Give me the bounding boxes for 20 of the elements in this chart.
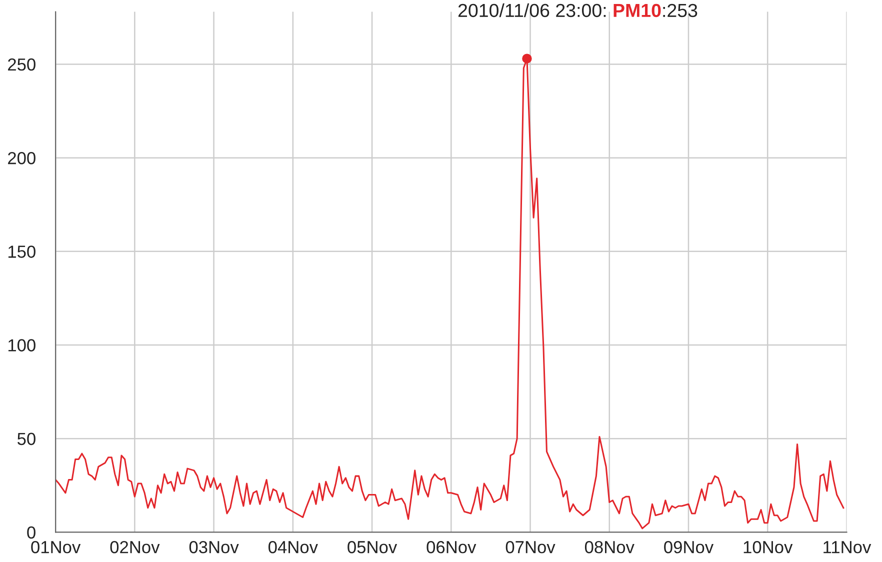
x-tick-label: 03Nov: [189, 541, 239, 554]
x-tick-label: 07Nov: [506, 541, 556, 554]
annotation: 2010/11/06 23:00:: [458, 3, 606, 18]
x-tick-label: 06Nov: [426, 541, 476, 554]
y-tick-label: 100: [8, 339, 36, 352]
x-tick-label: 11Nov: [824, 541, 872, 554]
annotation: :253: [663, 4, 698, 18]
x-tick-label: 02Nov: [110, 541, 160, 554]
x-tick-label: 01Nov: [31, 541, 81, 554]
x-tick-label: 10Nov: [744, 541, 793, 554]
x-tick-label: 05Nov: [348, 541, 398, 554]
x-tick-label: 04Nov: [268, 541, 318, 554]
y-tick-label: 0: [27, 526, 36, 539]
text: PM10: [614, 4, 661, 18]
y-tick-label: 50: [18, 432, 36, 446]
x-tick-label: 09Nov: [664, 541, 714, 554]
y-tick-label: 250: [8, 58, 36, 71]
y-tick-label: 200: [8, 152, 36, 164]
y-tick-label: 150: [8, 246, 36, 258]
x-tick-label: 08Nov: [584, 541, 634, 554]
